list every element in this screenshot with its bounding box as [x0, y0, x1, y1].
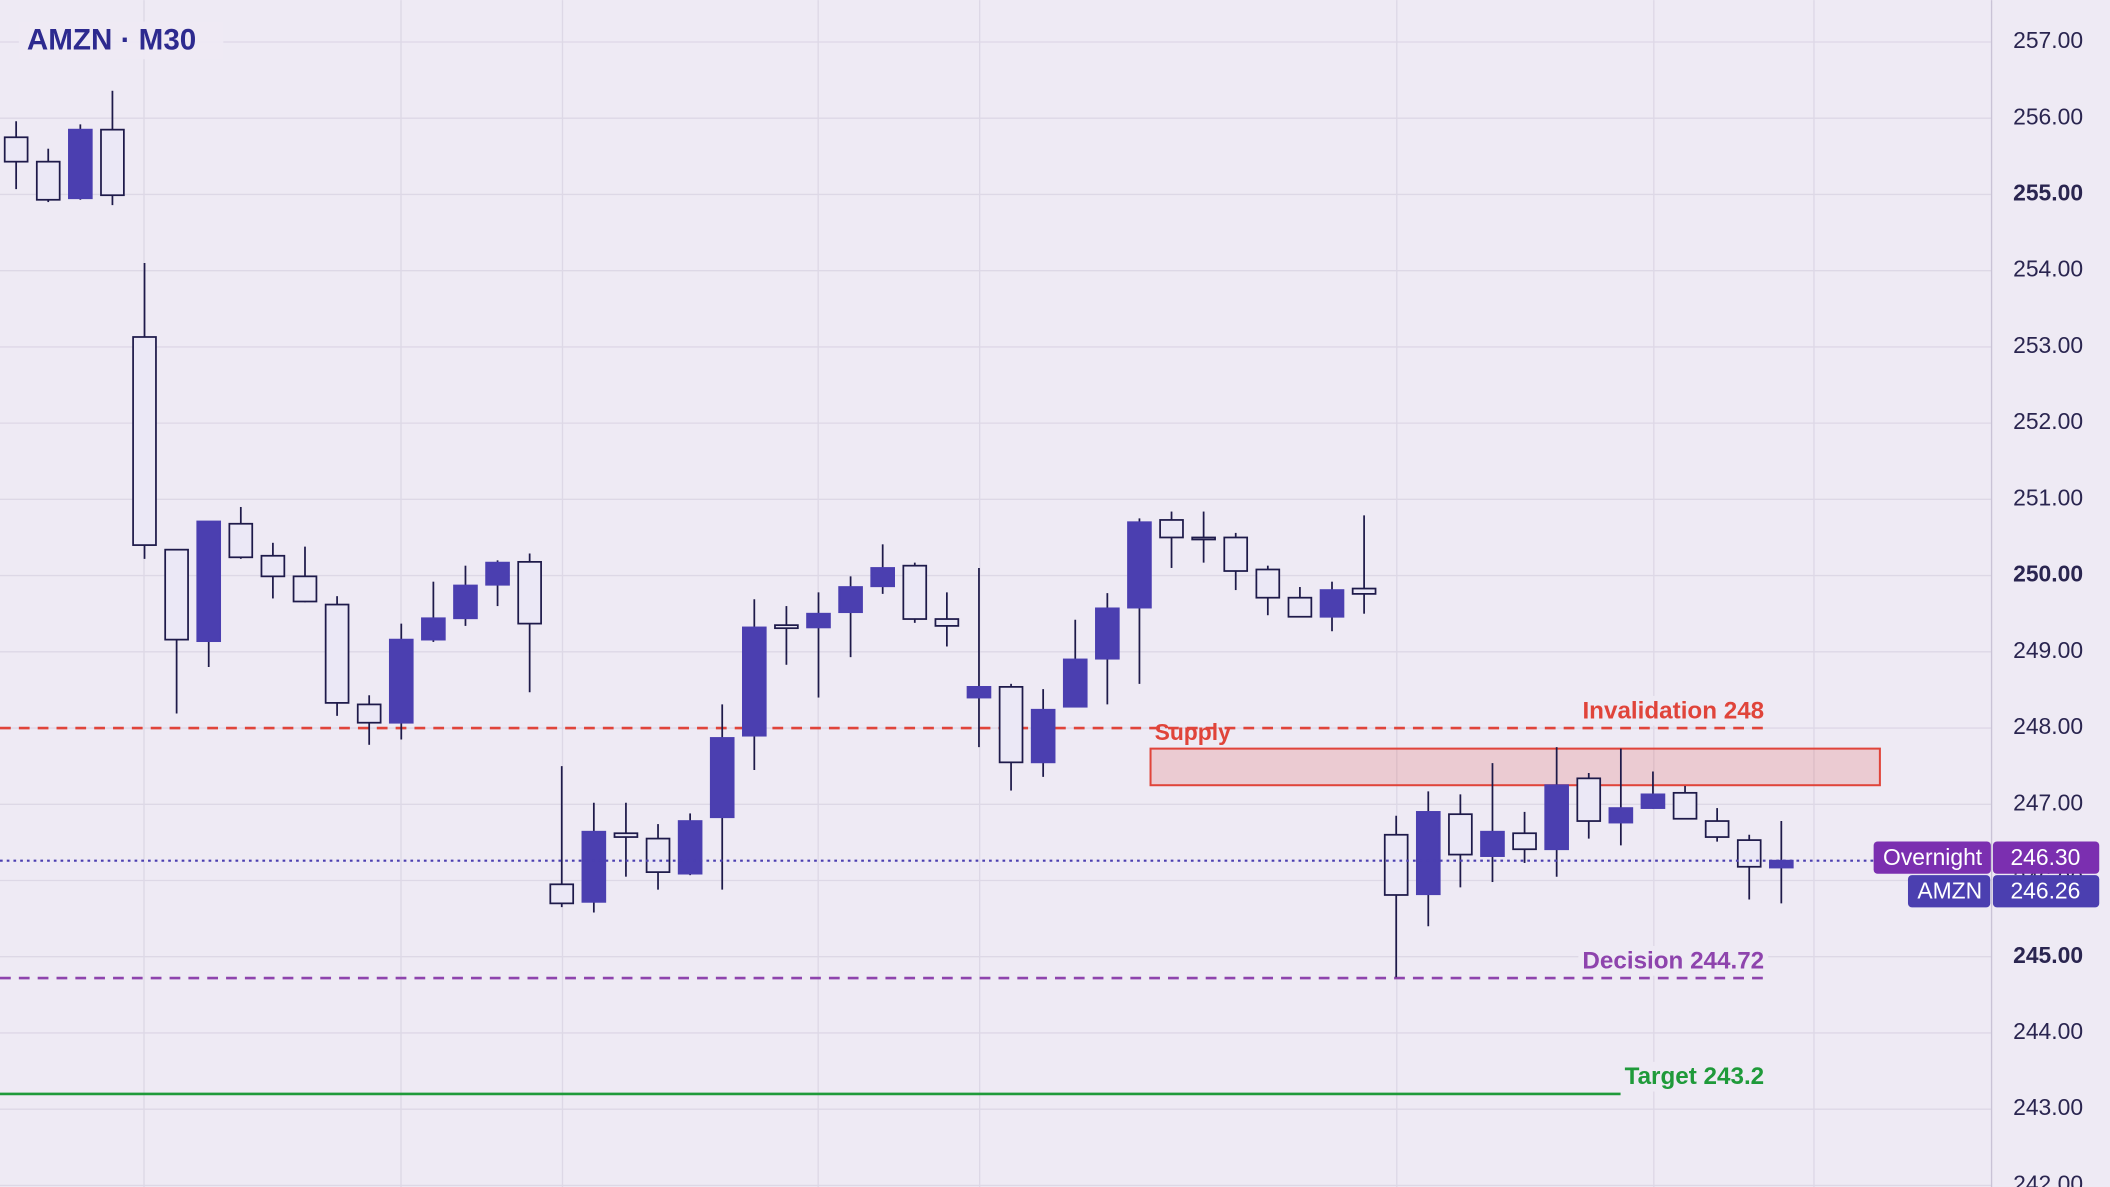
candle-body: [388, 638, 414, 724]
y-tick-label: 243.00: [2013, 1094, 2083, 1120]
candle-body: [68, 128, 93, 200]
candle-body: [517, 560, 542, 625]
candle-body: [870, 567, 896, 588]
y-tick-label: 245.00: [2013, 942, 2083, 968]
candle-body: [132, 336, 157, 546]
candle-body: [1127, 521, 1152, 609]
price-tag-value-bg: [1992, 841, 2100, 874]
zone: [1149, 747, 1881, 787]
level-label: Target 243.2: [1625, 1063, 1765, 1090]
candle-body: [1576, 777, 1602, 822]
candle-body: [356, 703, 382, 724]
price-tag-label: AMZN: [1917, 878, 1982, 904]
y-tick-label: 253.00: [2013, 332, 2083, 358]
candle-body: [677, 820, 703, 875]
candle-body: [613, 832, 639, 838]
candle-body: [1608, 807, 1634, 824]
candle-body: [1255, 568, 1281, 599]
candle-body: [35, 160, 61, 201]
candle-body: [998, 686, 1024, 764]
candle-body: [709, 737, 735, 819]
candle-body: [1736, 839, 1762, 868]
grid: [0, 0, 1992, 1187]
candle-body: [1672, 791, 1698, 820]
candle-body: [1640, 793, 1666, 809]
candle-body: [228, 522, 254, 559]
candle-body: [1544, 784, 1569, 851]
candle-body: [1704, 820, 1730, 838]
zone-label: Supply: [1155, 719, 1231, 745]
candle-body: [1223, 536, 1249, 572]
price-tag-value: 246.26: [2010, 878, 2080, 904]
y-tick-label: 254.00: [2013, 256, 2083, 282]
y-tick-label: 251.00: [2013, 484, 2083, 510]
candle-body: [1480, 830, 1505, 857]
candle-body: [324, 603, 350, 704]
candle-body: [934, 618, 960, 627]
y-tick-label: 248.00: [2013, 713, 2083, 739]
candle-body: [1351, 587, 1377, 595]
candle-body: [485, 561, 510, 586]
candle-body: [549, 883, 575, 905]
candle-body: [1383, 833, 1409, 896]
candle-body: [741, 626, 767, 737]
candle-body: [1287, 596, 1313, 618]
candle-body: [196, 520, 222, 643]
price-tag-bg: [1907, 875, 1991, 908]
price-tag-label: Overnight: [1883, 844, 1983, 870]
candle-body: [100, 128, 125, 197]
y-tick-label: 255.00: [2013, 179, 2083, 205]
candle-body: [806, 612, 831, 629]
y-axis: 242.00243.00244.00245.00246.00247.00248.…: [2013, 27, 2083, 1187]
candle-body: [966, 686, 992, 699]
candle-body: [1191, 536, 1216, 541]
plot: [0, 90, 1992, 1096]
title-bg: [18, 21, 224, 60]
level-label: Invalidation 248: [1582, 697, 1764, 724]
chart-title: AMZN · M30: [27, 24, 196, 57]
y-tick-label: 250.00: [2013, 561, 2083, 587]
candle-body: [902, 564, 928, 620]
candle-body: [1030, 708, 1056, 764]
y-tick-label: 256.00: [2013, 103, 2083, 129]
candle-body: [292, 575, 318, 603]
candle-body: [1062, 658, 1088, 708]
candle-body: [3, 136, 29, 163]
price-tag-bg: [1873, 841, 1991, 874]
candle-body: [774, 624, 799, 630]
level-label-bg: [1578, 945, 1769, 976]
candle-body: [581, 830, 607, 903]
level-label-bg: [1578, 695, 1769, 726]
y-tick-label: 252.00: [2013, 408, 2083, 434]
candle-body: [260, 554, 286, 578]
candle-body: [645, 837, 671, 873]
candle-body: [1448, 813, 1473, 856]
y-tick-label: 249.00: [2013, 637, 2083, 663]
candle-body: [421, 617, 446, 641]
y-tick-label: 247.00: [2013, 789, 2083, 815]
overlays: Supply Invalidation 248 Decision 244.72 Tar…: [1155, 695, 2100, 1092]
candle-body: [164, 548, 189, 641]
level-label-bg: [1620, 1061, 1769, 1092]
y-tick-label: 242.00: [2013, 1170, 2083, 1187]
y-tick-label: 257.00: [2013, 27, 2083, 53]
level-label: Decision 244.72: [1582, 947, 1764, 974]
candle-body: [453, 584, 478, 620]
candle-body: [1319, 589, 1345, 618]
candle-body: [1159, 519, 1184, 539]
price-tag-value-bg: [1992, 875, 2100, 908]
price-tag-value: 246.30: [2010, 844, 2080, 870]
candle-body: [1415, 811, 1441, 896]
candle-body: [838, 586, 863, 614]
candle-body: [1512, 832, 1537, 851]
y-tick-label: 244.00: [2013, 1018, 2083, 1044]
candle-body: [1095, 607, 1120, 660]
candle-body: [1769, 859, 1794, 869]
